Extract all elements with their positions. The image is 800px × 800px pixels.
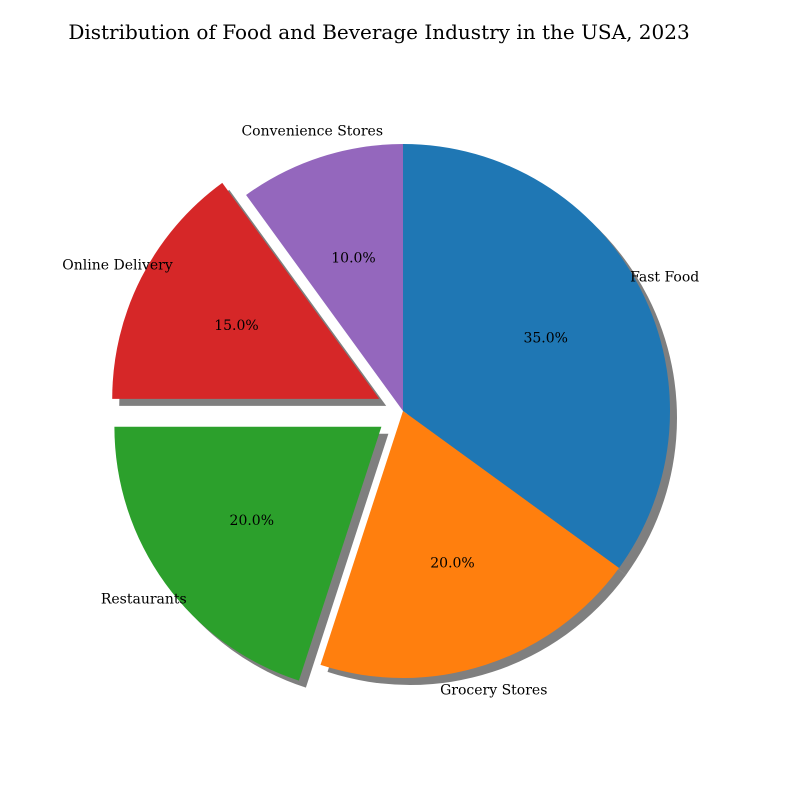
pct-restaurants: 20.0% — [230, 513, 274, 529]
slice-restaurants — [114, 426, 382, 681]
label-fast-food: Fast Food — [630, 270, 699, 286]
pct-convenience-stores: 10.0% — [331, 251, 375, 267]
label-convenience-stores: Convenience Stores — [241, 124, 383, 140]
slice-grocery-stores — [320, 411, 620, 678]
label-grocery-stores: Grocery Stores — [440, 682, 547, 698]
slice-labels: Fast Food 35.0% Grocery Stores 20.0% Restaur… — [62, 124, 699, 699]
label-online-delivery: Online Delivery — [62, 258, 173, 274]
slice-convenience-stores — [246, 144, 403, 411]
label-restaurants: Restaurants — [101, 591, 187, 607]
slice-fast-food — [403, 144, 670, 568]
pct-grocery-stores: 20.0% — [430, 555, 474, 571]
slice-online-delivery — [112, 182, 380, 399]
chart-title: Distribution of Food and Beverage Indust… — [68, 20, 689, 44]
pct-fast-food: 35.0% — [523, 330, 567, 346]
pie-slices — [112, 144, 670, 681]
pct-online-delivery: 15.0% — [214, 318, 258, 334]
